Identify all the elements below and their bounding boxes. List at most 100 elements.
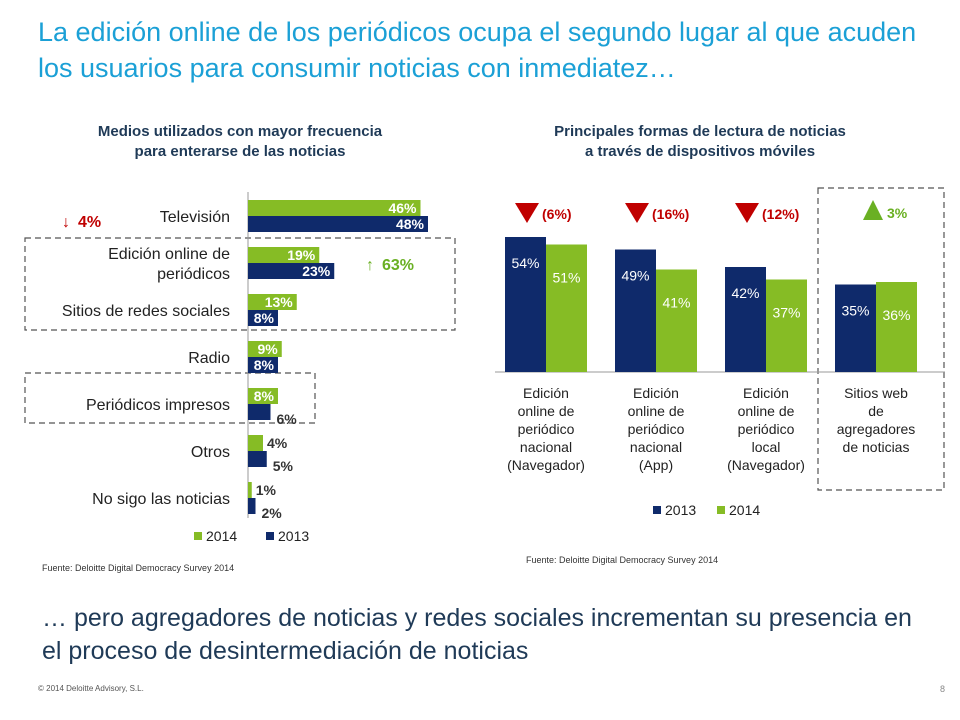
legend-swatch-2013 [653, 506, 661, 514]
category-label: No sigo las noticias [92, 491, 230, 508]
bar-2013 [248, 263, 335, 279]
data-label-2014: 9% [258, 341, 279, 357]
bar-2014 [248, 388, 278, 404]
legend-label-2013: 2013 [278, 528, 309, 544]
bar-2014 [876, 282, 917, 372]
data-label-2014: 13% [265, 294, 294, 310]
category-label: Edición [743, 385, 789, 401]
bar-2014 [766, 279, 807, 372]
category-label: local [752, 439, 781, 455]
legend-label-2014: 2014 [206, 528, 237, 544]
bar-2013 [248, 357, 278, 373]
bar-2014 [248, 294, 297, 310]
right-chart-title: Principales formas de lectura de noticia… [500, 122, 900, 162]
data-label-2014: 37% [772, 305, 800, 321]
bar-2013 [248, 404, 271, 420]
left-chart-title-line: para enterarse de las noticias [134, 143, 346, 160]
category-label: Edición [633, 385, 679, 401]
change-arrow-up-icon: ↑ [366, 257, 374, 274]
data-label-2013: 8% [254, 310, 275, 326]
data-label-2013: 54% [511, 255, 539, 271]
data-label-2013: 6% [277, 411, 298, 427]
category-label: Radio [188, 350, 230, 367]
category-label: online de [518, 403, 575, 419]
up-triangle-icon [863, 200, 883, 220]
data-label-2014: 36% [882, 307, 910, 323]
right-bar-chart: 54% 51% Edición online de periódico nacional (… [495, 187, 945, 518]
category-label: Periódicos impresos [86, 397, 230, 414]
bar-2013 [615, 249, 656, 372]
bar-2013 [248, 451, 267, 467]
bar-2014 [546, 244, 587, 372]
data-label-2014: 41% [662, 295, 690, 311]
data-label-2014: 1% [256, 482, 277, 498]
bar-2013 [248, 216, 428, 232]
change-label: (12%) [762, 206, 799, 222]
category-label: periódicos [157, 266, 230, 283]
category-label: Sitios de redes sociales [62, 303, 230, 320]
category-label: periódico [628, 421, 685, 437]
legend-swatch-2014 [717, 506, 725, 514]
left-chart-title: Medios utilizados con mayor frecuencia p… [40, 122, 440, 162]
bar-2014 [656, 269, 697, 372]
bar-2014 [248, 341, 282, 357]
category-label: Televisión [160, 209, 230, 226]
left-chart-title-line: Medios utilizados con mayor frecuencia [97, 123, 383, 140]
bar-2013 [835, 284, 876, 372]
category-label: nacional [630, 439, 682, 455]
category-label: de noticias [843, 439, 910, 455]
bar-2013 [725, 267, 766, 372]
data-label-2013: 35% [841, 303, 869, 319]
data-label-2014: 4% [267, 435, 288, 451]
bar-2014 [248, 482, 252, 498]
bar-2014 [248, 200, 421, 216]
right-chart-title-line: Principales formas de lectura de noticia… [554, 123, 846, 140]
page-title: La edición online de los periódicos ocup… [38, 17, 917, 83]
legend-swatch-2014 [194, 532, 202, 540]
bar-2013 [505, 237, 546, 372]
page-number: 8 [940, 684, 946, 694]
data-label-2014: 19% [287, 247, 316, 263]
down-triangle-icon [515, 203, 539, 223]
legend-swatch-2013 [266, 532, 274, 540]
bar-2014 [248, 247, 320, 263]
category-label: Edición online de [108, 246, 230, 263]
left-chart-source: Fuente: Deloitte Digital Democracy Surve… [42, 563, 235, 573]
bar-2013 [248, 498, 256, 514]
data-label-2013: 48% [396, 216, 425, 232]
left-bar-chart: Televisión 46%48% Edición online de periódi… [24, 192, 456, 544]
highlight-box-online-social [24, 237, 456, 331]
data-label-2014: 8% [254, 388, 275, 404]
category-label: online de [738, 403, 795, 419]
legend-label-2014: 2014 [729, 502, 760, 518]
category-label: Edición [523, 385, 569, 401]
down-triangle-icon [735, 203, 759, 223]
category-label: (App) [639, 457, 673, 473]
legend-label-2013: 2013 [665, 502, 696, 518]
right-chart-title-line: a través de dispositivos móviles [584, 143, 816, 160]
annotation-tv-change: 4% [78, 214, 101, 231]
data-label-2013: 23% [302, 263, 331, 279]
data-label-2013: 49% [621, 268, 649, 284]
bar-2013 [248, 310, 278, 326]
copyright: © 2014 Deloitte Advisory, S.L. [38, 684, 144, 693]
category-label: periódico [738, 421, 795, 437]
data-label-2014: 51% [552, 270, 580, 286]
change-label: (6%) [542, 206, 572, 222]
category-label: online de [628, 403, 685, 419]
data-label-2013: 42% [731, 285, 759, 301]
data-label-2013: 8% [254, 357, 275, 373]
category-label: (Navegador) [507, 457, 585, 473]
category-label: Sitios web [844, 385, 908, 401]
bottom-statement: … pero agregadores de noticias y redes s… [42, 604, 912, 665]
bar-2014 [248, 435, 263, 451]
data-label-2013: 2% [262, 505, 283, 521]
category-label: de [868, 403, 884, 419]
data-label-2013: 5% [273, 458, 294, 474]
change-arrow-down-icon: ↓ [62, 214, 70, 231]
category-label: agregadores [837, 421, 916, 437]
category-label: periódico [518, 421, 575, 437]
annotation-online-change: 63% [382, 257, 414, 274]
data-label-2014: 46% [388, 200, 417, 216]
highlight-box-printed [24, 372, 316, 424]
